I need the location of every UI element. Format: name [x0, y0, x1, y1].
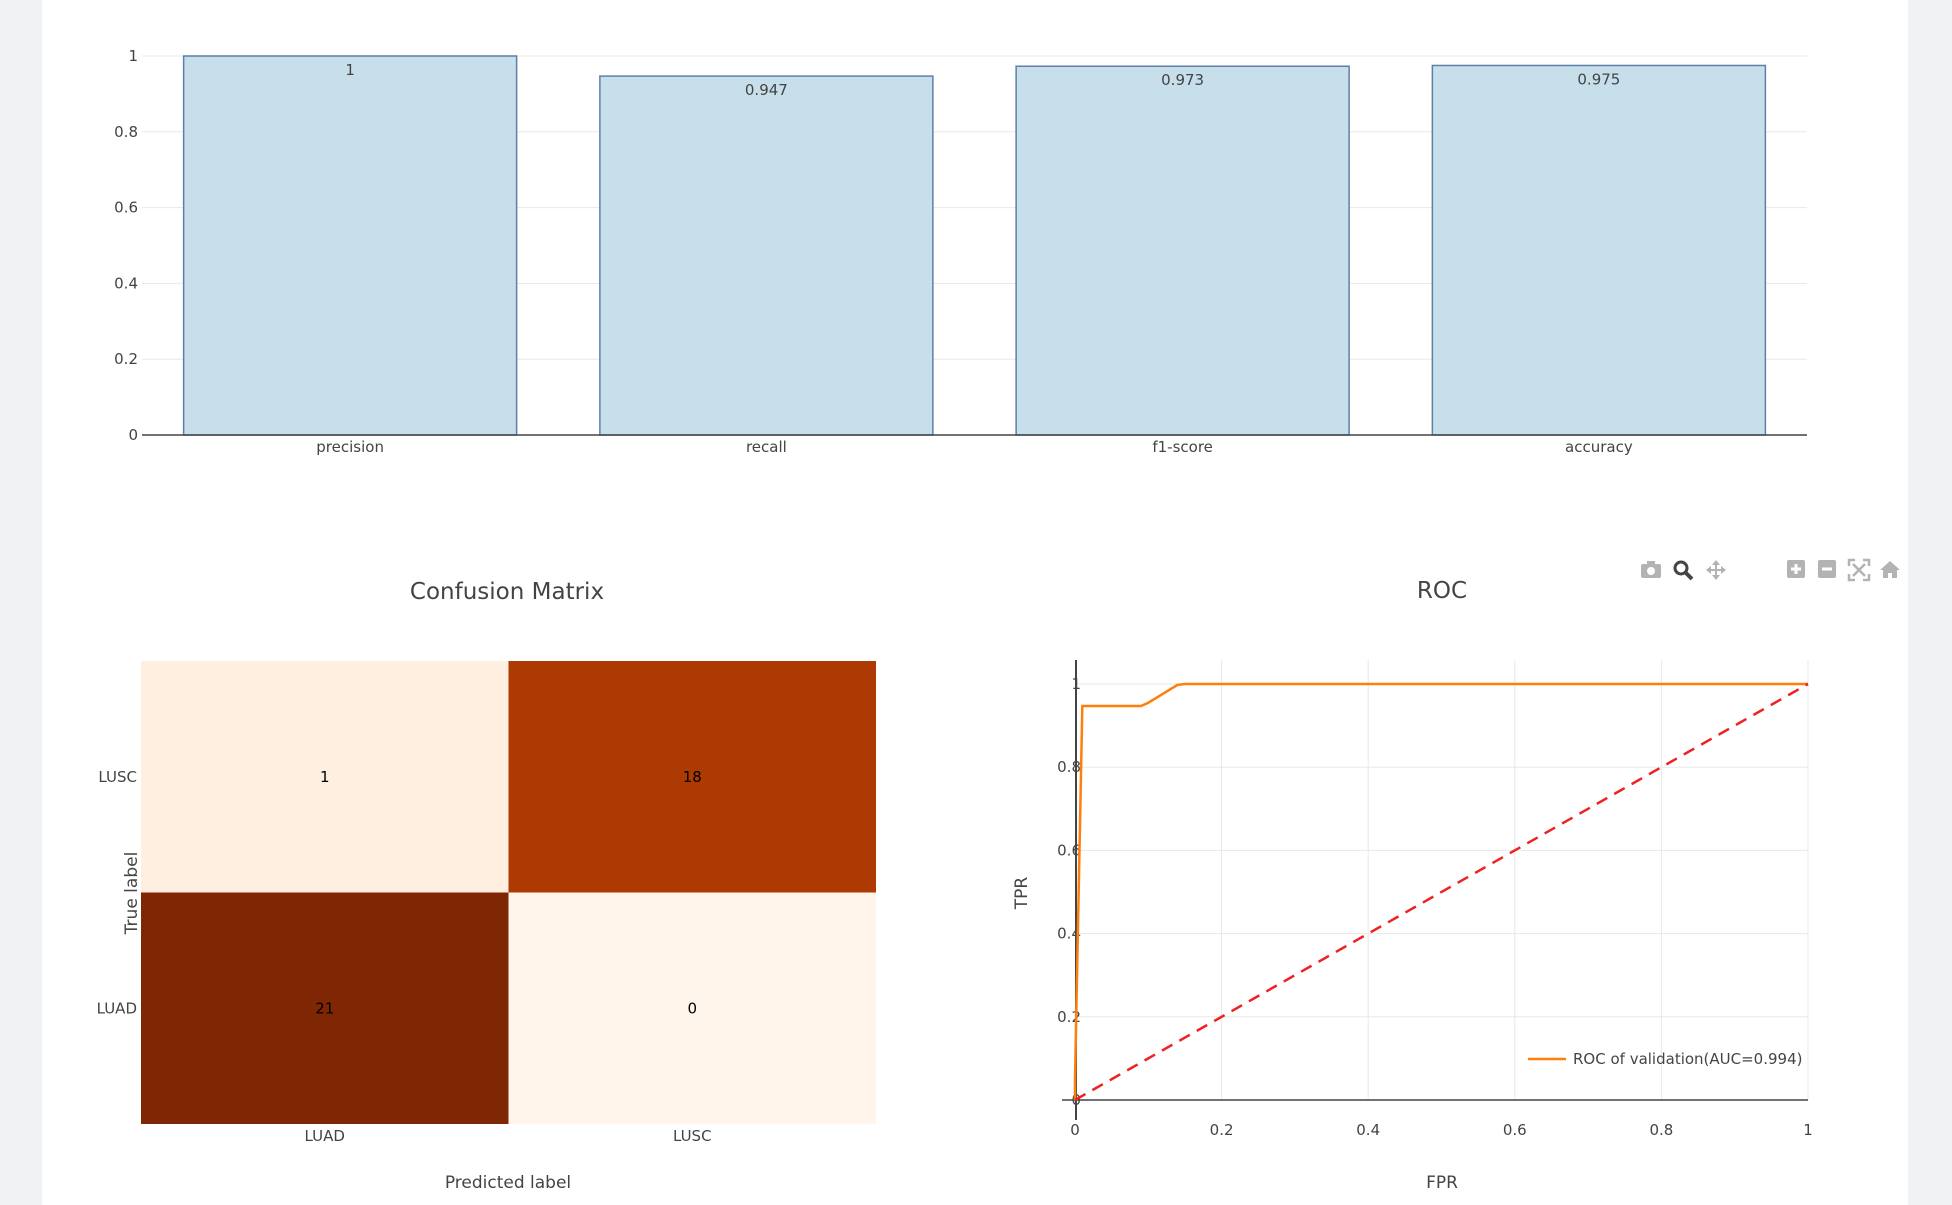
roc-x-tick-label: 0.2	[1210, 1121, 1234, 1139]
heatmap-cell-value: 18	[683, 768, 702, 786]
roc-title: ROC	[1417, 578, 1467, 604]
pan-icon[interactable]	[1706, 560, 1726, 580]
bar-precision	[182, 55, 518, 436]
bar-x-tick-label: recall	[746, 438, 787, 456]
pan-arrows	[1706, 560, 1726, 580]
confusion-matrix-ylabel: True label	[122, 852, 142, 936]
zoom-in-plus	[1791, 564, 1801, 574]
confusion-matrix-title: Confusion Matrix	[410, 579, 604, 605]
bar-x-tick-label: precision	[316, 438, 384, 456]
reset-axes-icon[interactable]	[1880, 561, 1900, 578]
figure-svg: 0 0.2 0.4 0.6 0.8 1 1 precision 0.947 recall 0.973…	[97, 47, 1900, 1193]
heatmap-cell-value: 21	[315, 999, 334, 1017]
autoscale-icon[interactable]	[1847, 558, 1871, 582]
autoscale-frame	[1847, 558, 1871, 582]
bar-y-tick-label: 0.8	[114, 123, 138, 141]
heatmap-cell	[141, 661, 509, 893]
home-shape	[1880, 561, 1900, 578]
zoom-in-icon[interactable]	[1787, 560, 1805, 578]
heatmap-cell	[141, 892, 509, 1124]
roc-curve-line	[1073, 682, 1808, 1100]
roc-x-tick-label: 1	[1803, 1121, 1813, 1139]
cm-x-tick-label: LUSC	[673, 1127, 712, 1145]
roc-ylabel: TPR	[1012, 877, 1032, 911]
camera-top	[1647, 561, 1655, 565]
bar-x-tick-label: accuracy	[1565, 438, 1633, 456]
roc-x-tick-label: 0	[1070, 1121, 1080, 1139]
zoom-out-icon[interactable]	[1818, 560, 1836, 578]
cm-x-tick-label: LUAD	[305, 1127, 345, 1145]
roc-y-tick-label: 0.8	[1057, 758, 1081, 776]
confusion-matrix-chart: Confusion Matrix Predicted label True la…	[97, 579, 876, 1193]
confusion-matrix-xlabel: Predicted label	[445, 1173, 571, 1193]
bar-accuracy	[1431, 64, 1767, 436]
bar-y-tick-label: 0.6	[114, 199, 138, 217]
roc-xlabel: FPR	[1426, 1173, 1458, 1193]
zoom-lens	[1673, 560, 1689, 576]
bar-value-label: 0.947	[745, 81, 788, 99]
roc-chart: ROC FPR TPR 00.20.40.60.8100.20.40.60.81…	[1012, 578, 1813, 1193]
heatmap-cell-value: 1	[320, 768, 330, 786]
heatmap-cell	[508, 661, 876, 893]
bar-recall	[599, 75, 934, 436]
heatmap-cell-value: 0	[687, 999, 697, 1017]
bar-f1-score	[1015, 65, 1350, 436]
bar-y-tick-label: 0	[128, 426, 138, 444]
plot-panel: 0 0.2 0.4 0.6 0.8 1 1 precision 0.947 recall 0.973…	[42, 0, 1908, 1205]
roc-x-tick-label: 0.6	[1503, 1121, 1527, 1139]
roc-x-tick-label: 0.8	[1649, 1121, 1673, 1139]
heatmap-cell	[508, 892, 876, 1124]
bar-value-label: 1	[345, 61, 355, 79]
zoom-handle	[1683, 570, 1694, 581]
bar-y-tick-label: 1	[128, 47, 138, 65]
metrics-bar-chart: 0 0.2 0.4 0.6 0.8 1 1 precision 0.947 recall 0.973…	[114, 47, 1807, 456]
roc-y-tick-label: 0.6	[1057, 841, 1081, 859]
bar-value-label: 0.973	[1161, 71, 1204, 89]
bar-x-tick-label: f1-score	[1152, 438, 1213, 456]
zoom-icon[interactable]	[1673, 560, 1694, 581]
bar-y-tick-label: 0.4	[114, 274, 138, 292]
roc-diagonal-line	[1074, 682, 1809, 1102]
bar-value-label: 0.975	[1577, 70, 1620, 88]
camera-lens	[1647, 567, 1655, 575]
cm-y-tick-label: LUAD	[97, 999, 137, 1017]
camera-icon[interactable]	[1641, 561, 1661, 578]
roc-x-tick-label: 0.4	[1356, 1121, 1380, 1139]
plot-toolbar	[1641, 558, 1900, 582]
cm-y-tick-label: LUSC	[98, 768, 137, 786]
roc-legend-label: ROC of validation(AUC=0.994)	[1573, 1050, 1802, 1068]
bar-y-tick-label: 0.2	[114, 350, 138, 368]
